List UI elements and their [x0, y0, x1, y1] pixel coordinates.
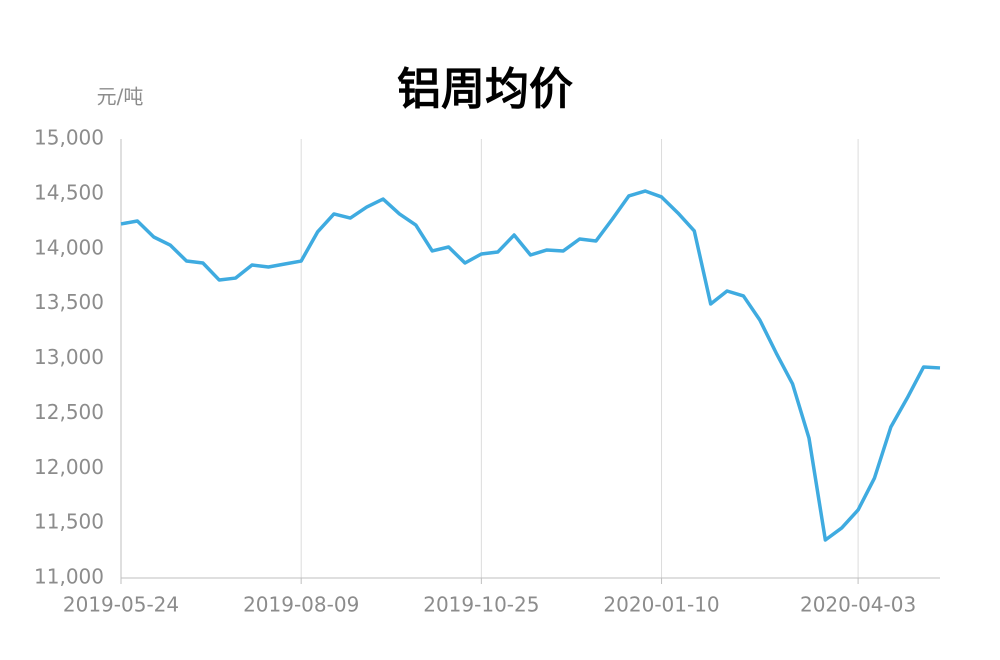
x-tick-label: 2019-05-24 — [63, 593, 179, 617]
y-tick-label: 12,500 — [34, 400, 104, 424]
y-axis-label: 元/吨 — [97, 85, 144, 109]
y-tick-label: 13,500 — [34, 290, 104, 314]
y-tick-label: 11,500 — [34, 510, 104, 534]
line — [120, 189, 941, 542]
y-tick-label: 11,000 — [34, 565, 104, 589]
x-tick-label: 2019-10-25 — [423, 593, 539, 617]
y-tick-label: 15,000 — [34, 126, 104, 150]
y-tick-label: 12,000 — [34, 455, 104, 479]
x-tick-label: 2020-01-10 — [603, 593, 719, 617]
y-tick-label: 14,000 — [34, 235, 104, 259]
x-tick-label: 2020-04-03 — [800, 593, 916, 617]
y-tick-label: 13,000 — [34, 345, 104, 369]
y-tick-label: 14,500 — [34, 180, 104, 204]
x-tick-label: 2019-08-09 — [243, 593, 359, 617]
chart-title: 铝周均价 — [397, 64, 573, 115]
